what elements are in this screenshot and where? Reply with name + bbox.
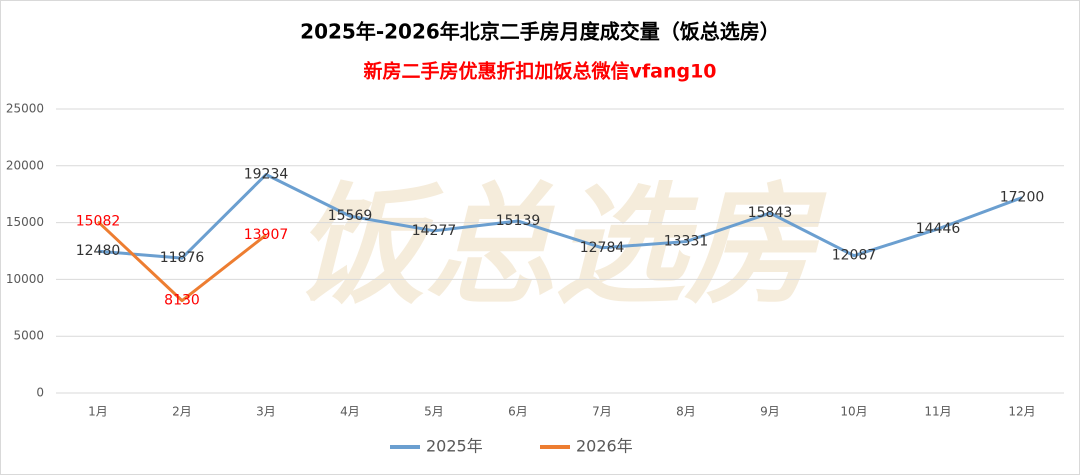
y-tick-label: 15000 — [6, 215, 44, 229]
data-label: 11876 — [160, 250, 205, 266]
watermark: 饭总选房 — [295, 170, 827, 322]
data-label: 19234 — [244, 167, 289, 183]
y-tick-label: 5000 — [13, 329, 44, 343]
x-tick-label: 2月 — [172, 405, 192, 419]
x-tick-label: 7月 — [592, 405, 612, 419]
x-tick-label: 8月 — [676, 405, 696, 419]
data-label: 13331 — [664, 234, 709, 250]
legend-label: 2025年 — [426, 437, 483, 456]
series-line — [97, 173, 1023, 260]
x-tick-label: 3月 — [256, 405, 276, 419]
data-label: 15569 — [328, 208, 373, 224]
data-label: 12087 — [832, 248, 877, 264]
data-label: 12784 — [580, 240, 625, 256]
data-label: 14277 — [412, 223, 457, 239]
data-label: 13907 — [244, 227, 289, 243]
x-tick-label: 1月 — [88, 405, 108, 419]
data-label: 14446 — [916, 221, 961, 237]
x-tick-label: 4月 — [340, 405, 360, 419]
x-tick-label: 5月 — [424, 405, 444, 419]
y-tick-label: 10000 — [6, 272, 44, 286]
y-tick-label: 20000 — [6, 158, 44, 172]
x-tick-label: 9月 — [760, 405, 780, 419]
y-tick-label: 0 — [36, 386, 44, 400]
x-tick-label: 6月 — [508, 405, 528, 419]
series-line — [96, 220, 267, 303]
y-tick-label: 25000 — [6, 102, 44, 116]
data-label: 8130 — [164, 293, 200, 309]
chart-subtitle: 新房二手房优惠折扣加饭总微信vfang10 — [363, 60, 716, 83]
data-label: 15139 — [496, 213, 541, 229]
x-tick-label: 11月 — [924, 405, 951, 419]
data-label: 15843 — [748, 205, 793, 221]
x-tick-label: 10月 — [840, 405, 867, 419]
data-label: 15082 — [76, 214, 121, 230]
chart-title: 2025年-2026年北京二手房月度成交量（饭总选房） — [300, 20, 780, 44]
data-label: 12480 — [76, 243, 121, 259]
data-label: 17200 — [1000, 190, 1045, 206]
x-tick-label: 12月 — [1008, 405, 1035, 419]
legend-label: 2026年 — [576, 437, 633, 456]
